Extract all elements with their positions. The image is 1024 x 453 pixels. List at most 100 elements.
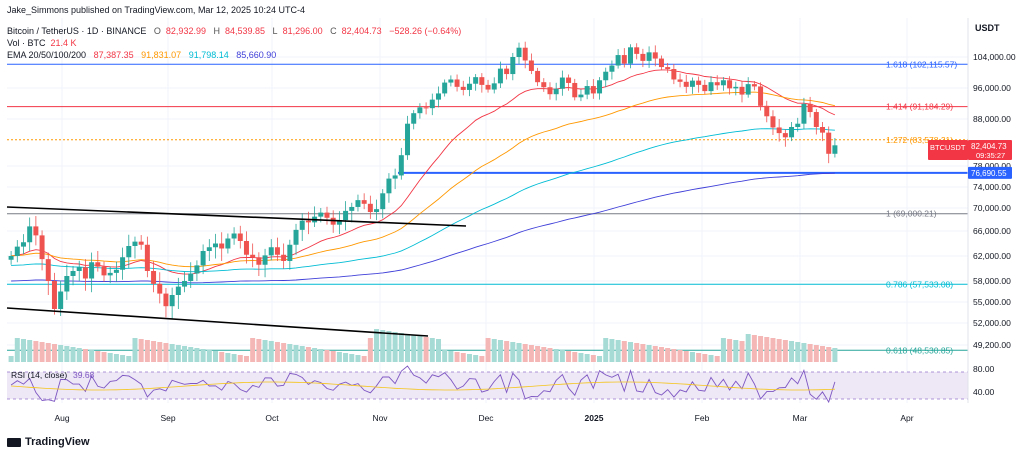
volume-bar [386, 331, 392, 362]
candle-body [795, 123, 801, 127]
candle-body [213, 243, 218, 248]
volume-bar [615, 340, 621, 362]
volume-bar [739, 341, 745, 362]
rsi-label: RSI (14, close) [11, 370, 67, 380]
tradingview-logo[interactable]: TradingView [7, 436, 90, 448]
candle-body [58, 291, 64, 309]
volume-bar [566, 351, 572, 362]
candle-body [318, 212, 324, 217]
volume-bar [182, 346, 188, 362]
volume-bar [448, 351, 454, 362]
volume-bar [795, 342, 801, 362]
volume-bar [318, 349, 324, 362]
ema200-value: 85,660.90 [236, 50, 277, 60]
volume-bar [361, 356, 367, 362]
candle-body [398, 155, 404, 176]
candle-body [392, 175, 398, 179]
volume-bar [677, 350, 683, 362]
volume-bar [70, 347, 76, 362]
y-tick-label: 66,000.00 [973, 226, 1011, 236]
volume-bar [157, 342, 163, 362]
candle-body [182, 281, 188, 287]
volume-bar [163, 343, 169, 362]
volume-bar [95, 351, 101, 362]
candle-body [250, 254, 256, 258]
volume-bar [293, 345, 299, 362]
fib-label-1: 1 (69,000.21) [886, 209, 937, 219]
volume-bar [813, 345, 819, 362]
volume-bar [597, 356, 603, 362]
candle-body [442, 82, 448, 94]
candle-body [597, 80, 603, 94]
rsi-tick: 80.00 [973, 364, 995, 374]
candle-body [473, 77, 479, 84]
candle-body [553, 88, 559, 95]
trendline-lower [6, 307, 429, 337]
volume-bar [299, 346, 305, 362]
candle-body [665, 67, 671, 70]
candle-body [621, 55, 627, 64]
candle-body [206, 247, 212, 251]
volume-bar [485, 338, 491, 362]
volume-bar [8, 356, 14, 362]
candle-body [448, 79, 454, 83]
volume-bar [206, 350, 212, 362]
candle-body [219, 243, 225, 249]
volume-bar [374, 329, 380, 362]
volume-bar [578, 353, 584, 362]
candle-body [429, 99, 435, 109]
volume-bar [516, 343, 522, 362]
volume-bar [64, 346, 70, 362]
publish-text: Jake_Simmons published on TradingView.co… [7, 5, 305, 15]
candle-body [634, 47, 640, 54]
fib-label-1.414: 1.414 (91,184.29) [886, 102, 953, 112]
rsi-value: 39.68 [73, 370, 95, 380]
x-tick-label: Mar [793, 413, 808, 423]
candle-body [76, 267, 82, 271]
volume-bar [671, 349, 677, 362]
volume-bar [702, 354, 708, 362]
volume-bar [535, 346, 541, 362]
volume-bar [683, 351, 689, 362]
x-tick-label: Feb [695, 413, 710, 423]
volume-bar [714, 356, 720, 362]
volume-bar [628, 342, 633, 362]
candle-body [566, 77, 572, 83]
volume-bar [720, 338, 726, 362]
volume-bar [274, 342, 280, 362]
volume-bar [355, 355, 361, 362]
candle-body [274, 247, 280, 255]
candle-body [51, 281, 57, 309]
volume-label: Vol · BTC [7, 38, 46, 48]
candle-body [324, 212, 330, 218]
ohlc-open: 82,932.99 [165, 26, 206, 36]
volume-bar [89, 350, 95, 362]
ohlc-low: 81,296.00 [282, 26, 323, 36]
candle-body [609, 65, 615, 72]
candle-body [287, 244, 293, 261]
trendline-upper [6, 206, 467, 227]
volume-bars [8, 329, 838, 362]
candle-body [349, 206, 355, 211]
volume-bar [801, 343, 807, 362]
candle-body [720, 80, 726, 86]
volume-bar [733, 340, 739, 362]
volume-bar [243, 356, 249, 362]
ema-line-200 [11, 172, 835, 284]
candle-body [584, 86, 590, 95]
candle-body [807, 103, 813, 113]
candle-body [20, 242, 26, 247]
trendlines [6, 206, 467, 337]
volume-bar [460, 353, 466, 362]
candle-body [39, 235, 45, 260]
candle-body [411, 113, 417, 124]
ohlc-change: −528.26 (−0.64%) [389, 26, 462, 36]
volume-bar [225, 353, 231, 362]
volume-bar [58, 345, 64, 362]
volume-bar [522, 344, 528, 362]
volume-bar [14, 338, 20, 362]
y-tick-label: 52,000.00 [973, 318, 1011, 328]
rsi-line [10, 365, 836, 404]
volume-bar [76, 348, 82, 362]
